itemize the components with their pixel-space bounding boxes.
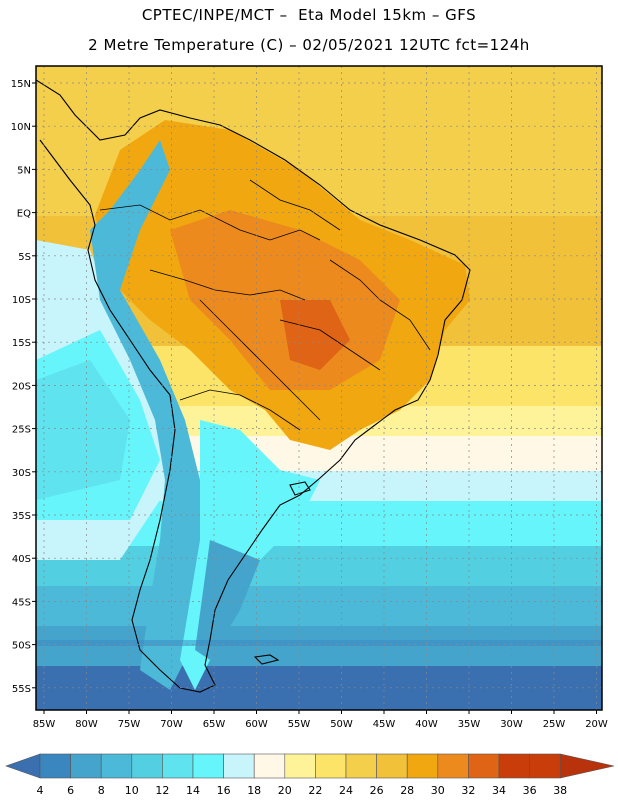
lon-tick-label: 20W (585, 719, 608, 730)
legend-swatch (406, 753, 439, 779)
legend-label: 38 (553, 784, 567, 797)
legend-label: 16 (217, 784, 231, 797)
lon-tick-label: 30W (500, 719, 523, 730)
legend-arrow-high (559, 753, 615, 779)
legend-label: 28 (400, 784, 414, 797)
legend-swatch (284, 753, 316, 779)
legend-label: 20 (278, 784, 292, 797)
map-frame (35, 65, 603, 711)
coastline (36, 79, 471, 693)
legend-label: 34 (492, 784, 506, 797)
legend-label: 32 (461, 784, 475, 797)
lat-tick-label: 45S (12, 597, 31, 608)
latitude-axis: 15N 10N 5N EQ 5S 10S 15S 20S 25S 30S 35S 40S 45S 50S 5… (11, 79, 36, 695)
lon-tick-label: 80W (75, 719, 98, 730)
lon-tick-label: 75W (118, 719, 141, 730)
legend-swatch (498, 753, 530, 779)
lon-tick-label: 35W (458, 719, 481, 730)
legend-label: 14 (186, 784, 200, 797)
legend-swatch (70, 753, 102, 779)
lon-tick-label: 50W (330, 719, 353, 730)
legend-swatch (315, 753, 347, 779)
legend-swatch (39, 753, 71, 779)
lon-tick-label: 85W (33, 719, 56, 730)
lon-tick-label: 65W (203, 719, 226, 730)
grid-lines (36, 66, 602, 710)
legend-label: 22 (308, 784, 322, 797)
legend-label: 12 (155, 784, 169, 797)
longitude-axis: 85W 80W 75W 70W 65W 60W 55W 50W 45W 40W 35W 30W 25W 2… (33, 710, 608, 730)
legend-label: 26 (370, 784, 384, 797)
lon-tick-label: 45W (373, 719, 396, 730)
lat-tick-label: 40S (12, 554, 31, 565)
temperature-field (36, 66, 602, 710)
lon-tick-label: 55W (288, 719, 311, 730)
lat-tick-label: 25S (12, 425, 31, 436)
country-borders (99, 179, 431, 431)
lat-tick-label: 5N (17, 165, 31, 176)
legend-arrow-low (5, 753, 41, 779)
lat-tick-label: 50S (12, 641, 31, 652)
legend-label: 10 (125, 784, 139, 797)
lat-tick-label: 20S (12, 381, 31, 392)
legend-label: 4 (37, 784, 44, 797)
lat-tick-label: 30S (12, 468, 31, 479)
legend-swatch (162, 753, 194, 779)
lat-tick-label: 5S (18, 252, 31, 263)
legend-label: 24 (339, 784, 353, 797)
lat-tick-label: 10N (11, 122, 31, 133)
lat-tick-label: 10S (12, 295, 31, 306)
lat-tick-label: 35S (12, 511, 31, 522)
legend-swatch (345, 753, 377, 779)
legend-swatch (468, 753, 500, 779)
lon-tick-label: 60W (245, 719, 268, 730)
legend-label: 8 (98, 784, 105, 797)
legend-swatch (437, 753, 469, 779)
legend-label: 36 (523, 784, 537, 797)
map-title-line-1: CPTEC/INPE/MCT – Eta Model 15km – GFS (141, 6, 477, 24)
color-legend: 4 6 8 10 12 14 16 18 20 22 24 26 28 30 32 34 36 38 (5, 753, 615, 797)
legend-label: 6 (67, 784, 74, 797)
lat-tick-label: 55S (12, 684, 31, 695)
legend-swatch (253, 753, 286, 779)
map-title-line-2: 2 Metre Temperature (C) – 02/05/2021 12U… (88, 36, 530, 54)
lat-tick-label: 15S (12, 338, 31, 349)
temperature-map: 15N 10N 5N EQ 5S 10S 15S 20S 25S 30S 35S 40S 45S 50S 5… (11, 65, 608, 730)
lon-tick-label: 40W (415, 719, 438, 730)
lat-tick-label: EQ (17, 209, 31, 220)
legend-label: 30 (431, 784, 445, 797)
legend-swatch (100, 753, 133, 779)
legend-swatch (529, 753, 561, 779)
legend-label: 18 (247, 784, 261, 797)
legend-swatch (192, 753, 224, 779)
legend-swatch (376, 753, 408, 779)
lon-tick-label: 25W (543, 719, 566, 730)
lon-tick-label: 70W (160, 719, 183, 730)
lat-tick-label: 15N (11, 79, 31, 90)
legend-swatch (223, 753, 255, 779)
legend-swatch (131, 753, 163, 779)
